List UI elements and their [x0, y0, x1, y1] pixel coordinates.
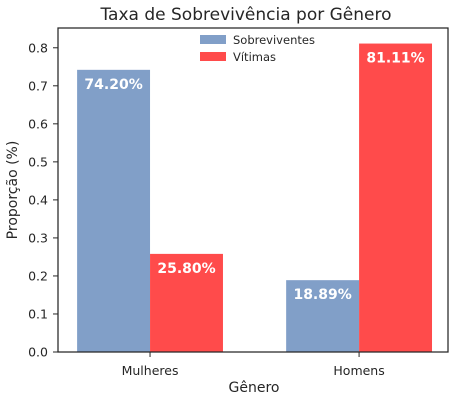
y-tick-label: 0.6: [28, 116, 48, 131]
legend-swatch-vítimas: [200, 52, 226, 61]
bar-mulheres-vítimas: [150, 253, 223, 352]
legend-label-sobreviventes: Sobreviventes: [233, 33, 315, 47]
y-tick-label: 0.5: [28, 154, 48, 169]
bar-value-label: 81.11%: [366, 51, 424, 67]
x-axis-label: Gênero: [229, 380, 280, 396]
bar-value-label: 18.89%: [293, 287, 351, 303]
legend: Sobreviventes Vítimas: [200, 33, 315, 64]
legend-swatch-sobreviventes: [200, 35, 226, 44]
y-tick-label: 0.7: [28, 78, 48, 93]
y-tick-label: 0.0: [28, 345, 48, 360]
bar-value-label: 74.20%: [84, 77, 142, 93]
bar-homens-vítimas: [359, 43, 433, 352]
chart-title: Taxa de Sobrevivência por Gênero: [99, 5, 391, 25]
y-tick-label: 0.8: [28, 40, 48, 55]
bar-mulheres-sobreviventes: [77, 69, 151, 352]
plot-frame: [57, 27, 449, 353]
x-tick-label: Mulheres: [122, 363, 179, 378]
y-tick-label: 0.4: [28, 192, 48, 207]
bar-value-label: 25.80%: [157, 261, 215, 277]
legend-label-vítimas: Vítimas: [233, 50, 276, 64]
y-tick-label: 0.1: [28, 306, 48, 321]
plot-area: 74.20% 18.89% 25.80% 81.11% 0.0 0.1 0.2 0.3 0.4 0…: [28, 27, 449, 378]
bar-homens-sobreviventes: [286, 280, 360, 352]
y-axis-label: Proporção (%): [5, 141, 21, 240]
y-tick-label: 0.3: [28, 230, 48, 245]
y-tick-label: 0.2: [28, 268, 48, 283]
x-tick-label: Homens: [333, 363, 384, 378]
